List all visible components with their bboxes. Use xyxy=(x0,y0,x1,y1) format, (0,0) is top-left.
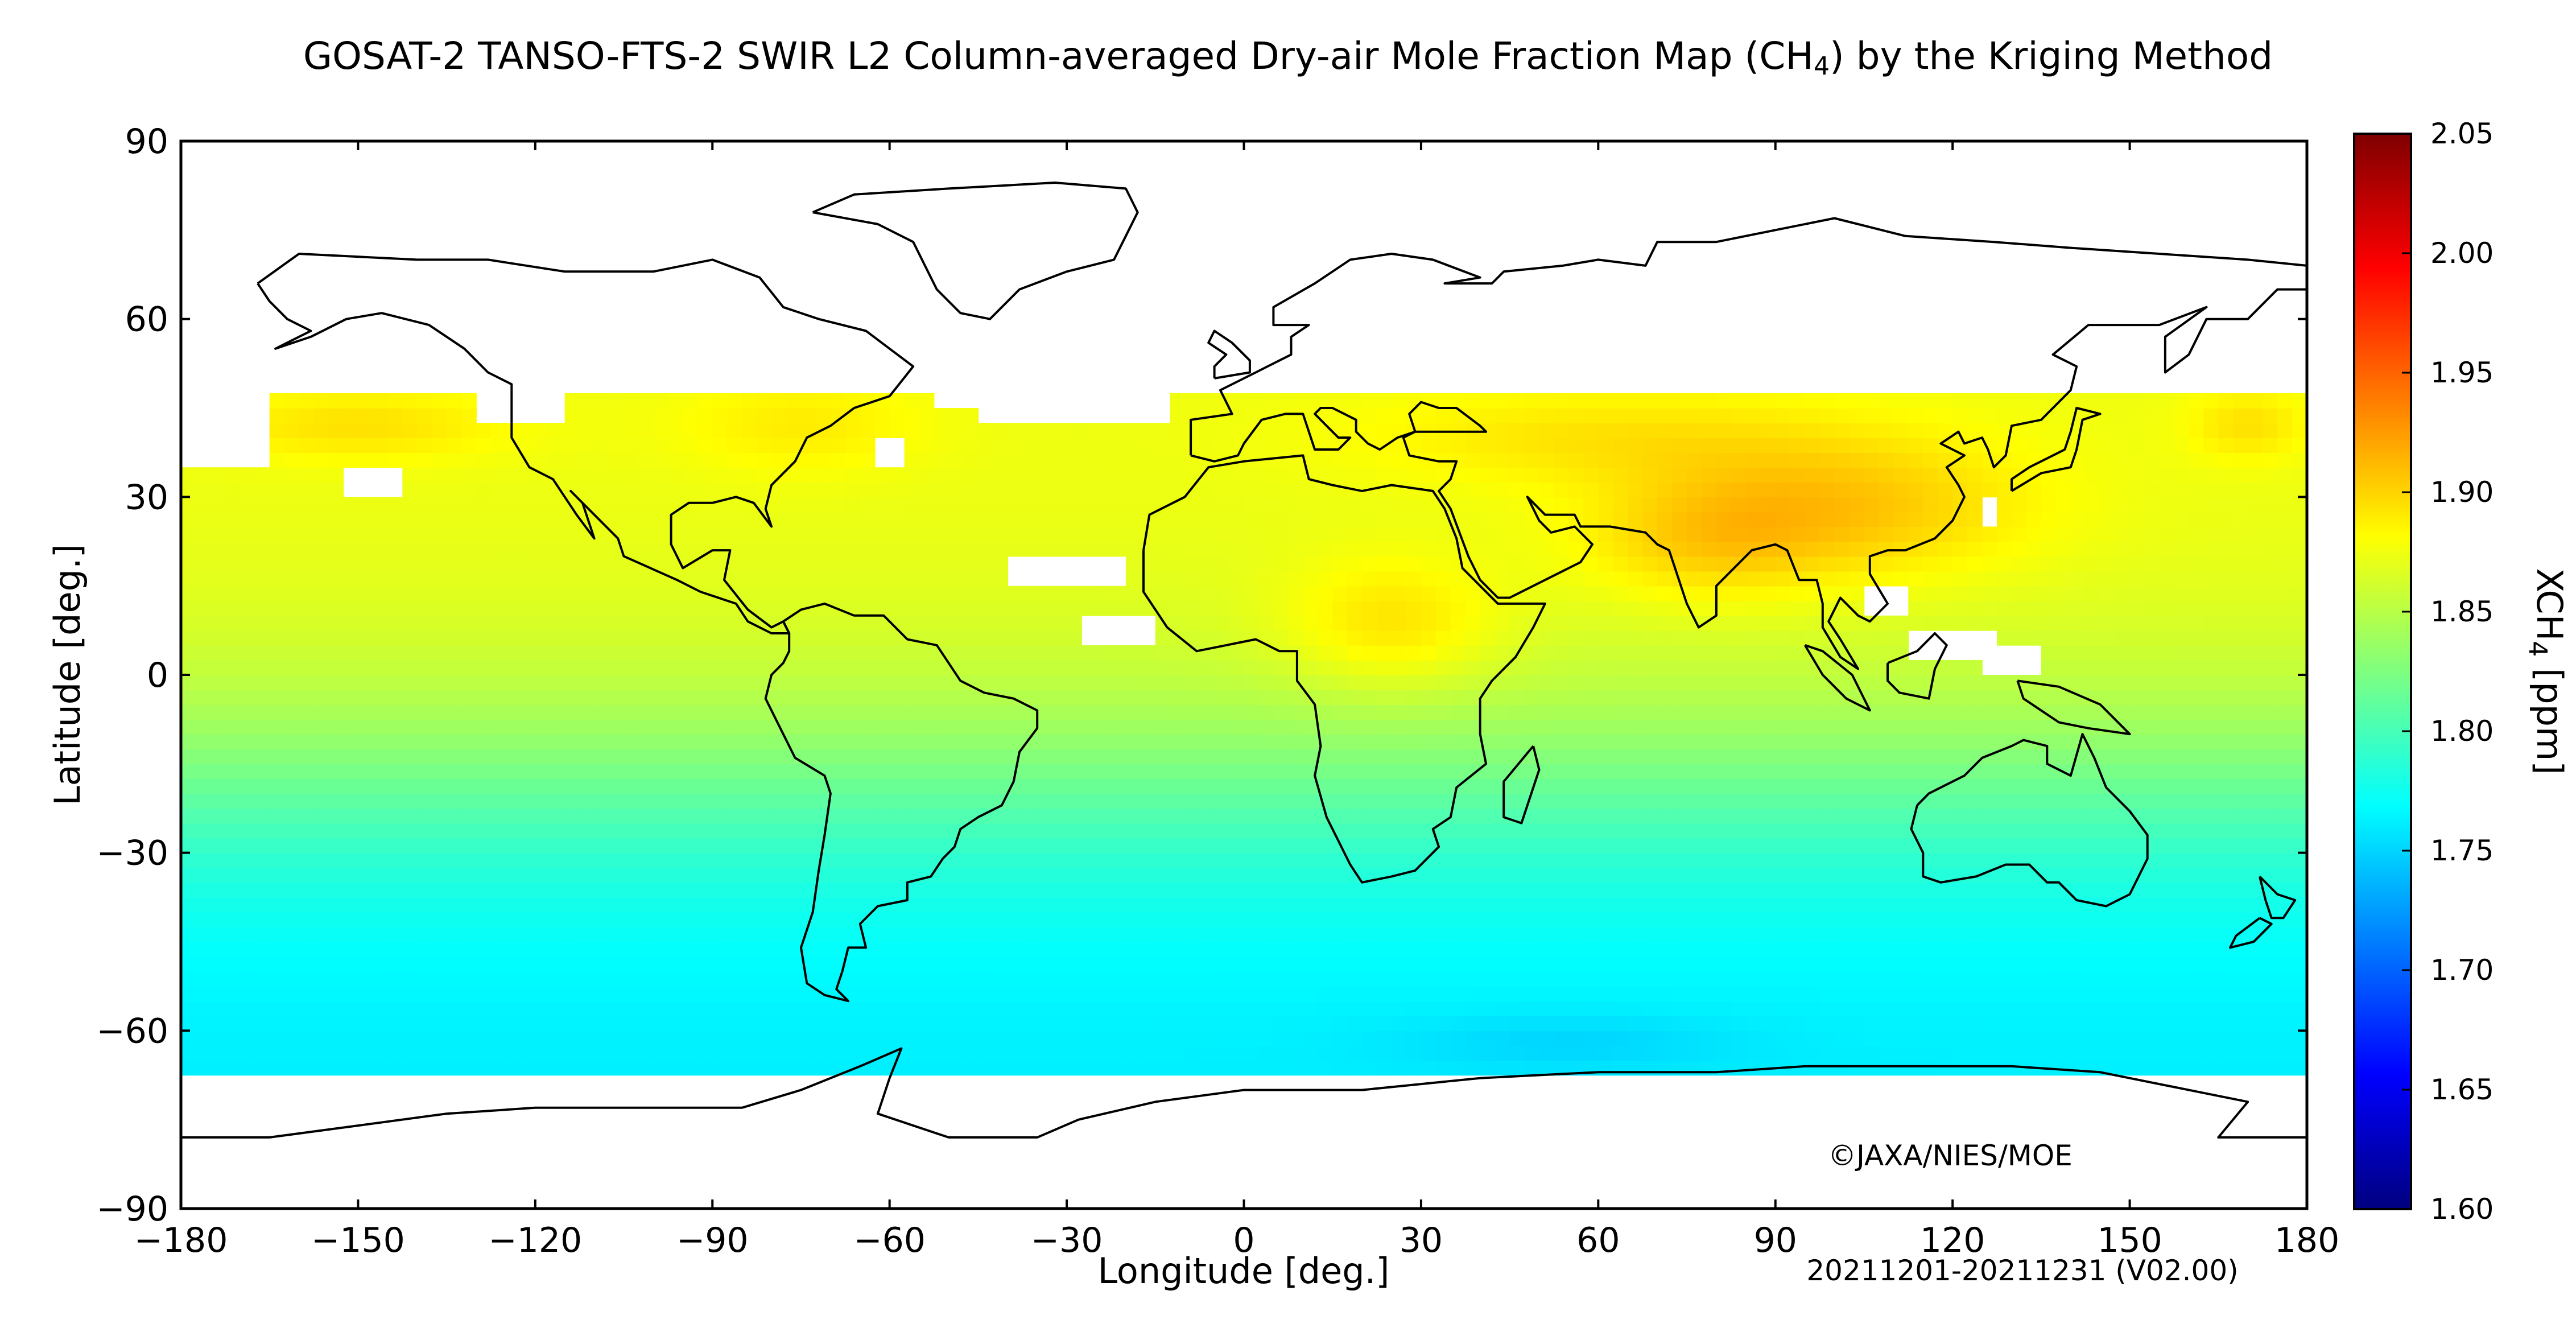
x-tick-label: 150 xyxy=(2097,1221,2162,1260)
y-tick-label: −90 xyxy=(96,1189,168,1229)
new-zealand-south-coast xyxy=(2229,917,2273,949)
y-tick-label: −30 xyxy=(96,834,168,873)
colorbar-tick-label: 1.60 xyxy=(2430,1193,2494,1226)
north-america-coast xyxy=(257,253,915,634)
x-axis-title: Longitude [deg.] xyxy=(1097,1250,1389,1292)
x-axis-ticks: −180 −150 −120 −90 −60 −30 0 30 60 90 120 150 180 xyxy=(134,141,2340,1260)
x-tick-label: 180 xyxy=(2274,1221,2340,1260)
colorbar-tick-label: 1.65 xyxy=(2430,1073,2494,1106)
x-tick-label: −60 xyxy=(853,1221,926,1260)
coastlines xyxy=(181,182,2307,1139)
x-tick-label: 90 xyxy=(1754,1221,1797,1260)
y-tick-label: −60 xyxy=(96,1011,168,1051)
y-tick-label: 30 xyxy=(125,477,168,517)
colorbar-title: XCH4 [ppm] xyxy=(2523,568,2570,774)
antarctica-coast xyxy=(181,1047,2307,1139)
copyright-notice: ©JAXA/NIES/MOE xyxy=(1828,1139,2073,1172)
africa-coast xyxy=(1142,454,1546,884)
page-title: GOSAT-2 TANSO-FTS-2 SWIR L2 Column-avera… xyxy=(303,34,2273,81)
colorbar-ticks: 2.05 2.00 1.95 1.90 1.85 1.80 1.75 1.70 1.65 1.60 xyxy=(2402,117,2494,1226)
madagascar-coast xyxy=(1502,745,1541,824)
japan-coast xyxy=(2011,407,2102,492)
xch4-heatmap xyxy=(181,393,2307,1076)
period-label: 20211201-20211231 (V02.00) xyxy=(1806,1254,2238,1287)
south-america-coast xyxy=(764,602,1039,1003)
colorbar-tick-label: 1.80 xyxy=(2430,715,2494,748)
x-tick-label: 60 xyxy=(1576,1221,1620,1260)
colorbar-tick-label: 2.00 xyxy=(2430,237,2494,270)
y-tick-label: 0 xyxy=(147,655,168,695)
uk-coast xyxy=(1207,329,1251,380)
y-axis-title: Latitude [deg.] xyxy=(47,544,88,806)
borneo-coast xyxy=(1886,632,1948,700)
colorbar-tick-label: 1.75 xyxy=(2430,834,2494,867)
x-tick-label: −90 xyxy=(676,1221,749,1260)
x-tick-label: −30 xyxy=(1031,1221,1103,1260)
australia-coast xyxy=(1910,733,2149,908)
colorbar-tick-label: 1.85 xyxy=(2430,595,2494,628)
y-axis-ticks: 90 60 30 0 −30 −60 −90 xyxy=(96,122,2307,1229)
x-tick-label: −120 xyxy=(488,1221,582,1260)
sumatra-coast xyxy=(1803,644,1871,712)
y-tick-label: 60 xyxy=(125,300,168,340)
new-zealand-coast xyxy=(2259,875,2297,920)
x-tick-label: 120 xyxy=(1920,1221,1985,1260)
colorbar-tick-label: 1.70 xyxy=(2430,954,2494,987)
x-tick-label: −150 xyxy=(311,1221,405,1260)
x-tick-label: 0 xyxy=(1233,1221,1254,1260)
x-tick-label: −180 xyxy=(134,1221,228,1260)
greenland-coast xyxy=(812,182,1139,320)
x-tick-label: 30 xyxy=(1400,1221,1443,1260)
eurasia-coast xyxy=(1190,217,2307,670)
new-guinea-coast xyxy=(2016,679,2131,736)
colorbar-tick-label: 2.05 xyxy=(2430,117,2494,150)
colorbar-tick-label: 1.90 xyxy=(2430,476,2494,509)
y-tick-label: 90 xyxy=(125,122,168,162)
colorbar-tick-label: 1.95 xyxy=(2430,356,2494,389)
colorbar xyxy=(2353,133,2412,1210)
